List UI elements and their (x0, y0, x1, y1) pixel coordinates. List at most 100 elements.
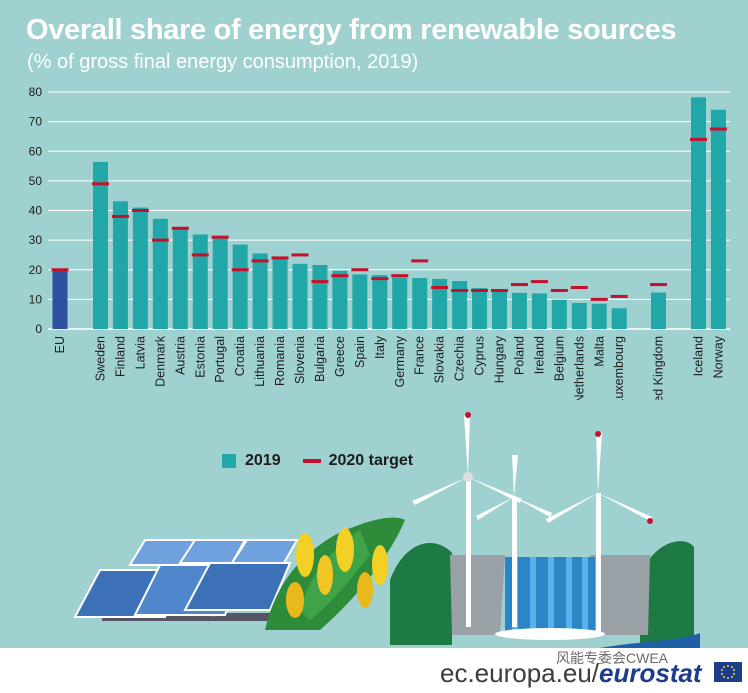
x-tick-label: Estonia (193, 336, 207, 378)
x-tick-label: Czechia (453, 336, 467, 381)
bar (252, 253, 268, 329)
wind-turbine-icon (412, 412, 653, 633)
target-marker (451, 288, 469, 292)
bar (472, 288, 488, 329)
hydro-dam-icon (390, 541, 700, 648)
target-marker (51, 268, 69, 272)
target-marker (570, 286, 588, 290)
x-tick-label: Netherlands (572, 336, 586, 400)
bar (132, 207, 148, 329)
x-tick-label: United Kingdom (652, 336, 666, 400)
x-tick-label: Poland (512, 336, 526, 375)
target-marker (590, 297, 608, 301)
x-tick-label: Hungary (493, 335, 507, 383)
bar (551, 299, 567, 329)
bar (312, 265, 328, 329)
legend-target-swatch (302, 459, 321, 463)
x-tick-label: Romania (273, 336, 287, 386)
y-tick-label: 40 (29, 204, 43, 218)
biomass-plant-icon (265, 517, 405, 630)
x-tick-label: Slovakia (433, 336, 447, 383)
bar (372, 275, 388, 329)
y-tick-label: 60 (29, 144, 43, 158)
target-marker (391, 274, 409, 278)
y-tick-label: 50 (29, 174, 43, 188)
y-tick-label: 80 (29, 85, 43, 99)
target-marker (690, 137, 707, 141)
target-marker (550, 288, 568, 292)
legend-bar-swatch (222, 454, 236, 468)
x-tick-label: EU (53, 336, 67, 353)
bar (691, 97, 706, 330)
bar (432, 278, 448, 329)
bar (492, 291, 507, 329)
legend-target-label: 2020 target (328, 452, 414, 469)
x-tick-label: Luxembourg (612, 336, 626, 400)
y-tick-label: 0 (35, 322, 42, 336)
target-marker (231, 268, 249, 272)
eurostat-logo: eurostat (599, 658, 702, 688)
x-tick-label: Greece (333, 336, 347, 377)
x-tick-label: Slovenia (293, 336, 307, 384)
watermark-text: 风能专委会CWEA (556, 650, 668, 666)
target-marker (131, 209, 149, 212)
bar (591, 303, 607, 329)
x-tick-label: Denmark (153, 335, 167, 386)
bar (93, 161, 108, 329)
x-tick-label: Belgium (552, 336, 566, 381)
bar (52, 270, 68, 329)
bar (172, 229, 188, 329)
target-marker (331, 274, 349, 278)
target-marker (271, 256, 289, 260)
target-marker (311, 280, 329, 284)
x-tick-label: Lithuania (253, 336, 267, 387)
footer-url[interactable]: ec.europa.eu/eurostat (440, 658, 702, 689)
bar (332, 270, 348, 329)
x-tick-label: Latvia (133, 336, 147, 369)
bar (611, 308, 627, 329)
y-tick-label: 30 (29, 233, 43, 247)
x-tick-label: Bulgaria (313, 336, 327, 382)
x-tick-label: Spain (353, 336, 367, 368)
x-tick-label: Norway (711, 335, 725, 378)
x-tick-label: Cyprus (473, 336, 487, 376)
y-tick-label: 20 (29, 263, 43, 277)
bar (571, 302, 587, 329)
target-marker (151, 238, 169, 242)
bar (710, 109, 726, 330)
target-marker (650, 283, 667, 287)
y-tick-label: 10 (29, 292, 43, 306)
target-marker (610, 294, 628, 298)
bar (352, 274, 368, 329)
target-marker (471, 288, 489, 292)
bar (511, 292, 527, 329)
target-marker (92, 182, 109, 186)
bar (452, 281, 468, 329)
legend-bar-label: 2019 (245, 452, 281, 469)
x-tick-label: Sweden (94, 336, 108, 381)
bar (292, 263, 308, 329)
target-marker (291, 253, 309, 257)
chart-title: Overall share of energy from renewable s… (26, 14, 677, 46)
legend: 2019 2020 target (222, 449, 413, 473)
x-tick-label: Finland (113, 336, 127, 377)
x-tick-label: Germany (393, 335, 407, 387)
target-marker (709, 127, 727, 131)
x-tick-label: Italy (373, 335, 387, 359)
bar (212, 238, 228, 329)
target-marker (251, 259, 269, 263)
target-marker (191, 253, 209, 257)
bar (192, 234, 208, 329)
x-tick-label: Austria (173, 336, 187, 375)
renewables-illustration (73, 412, 700, 648)
x-tick-label: Malta (592, 336, 606, 367)
target-marker (431, 286, 449, 290)
target-marker (371, 277, 389, 281)
x-tick-label: Ireland (532, 336, 546, 374)
x-tick-label: France (413, 336, 427, 375)
target-marker (491, 288, 508, 292)
y-tick-label: 70 (29, 115, 43, 129)
bar (392, 277, 408, 329)
target-marker (411, 259, 429, 263)
target-marker (211, 235, 229, 239)
